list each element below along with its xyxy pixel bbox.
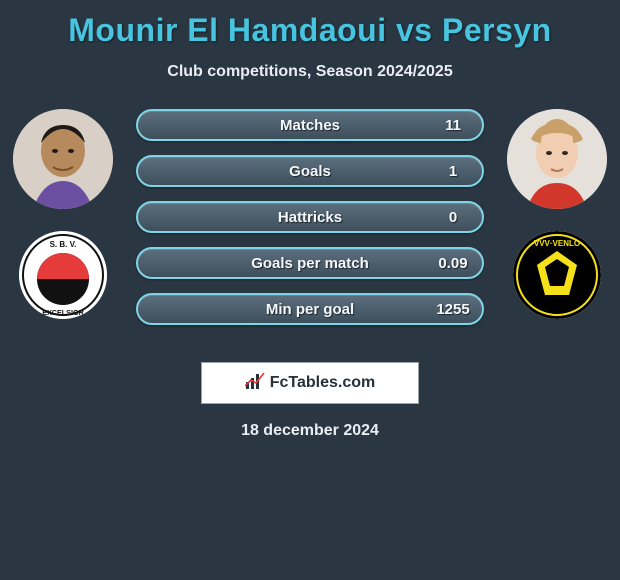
stat-row-goals: Goals 1 bbox=[136, 155, 484, 187]
stat-row-hattricks: Hattricks 0 bbox=[136, 201, 484, 233]
page-title: Mounir El Hamdaoui vs Persyn bbox=[0, 0, 620, 49]
stat-label: Min per goal bbox=[196, 301, 424, 318]
svg-text:S. B. V.: S. B. V. bbox=[50, 240, 77, 249]
brand-box[interactable]: FcTables.com bbox=[201, 362, 419, 404]
stat-row-gpm: Goals per match 0.09 bbox=[136, 247, 484, 279]
comparison-panel: S. B. V. EXCELSIOR bbox=[0, 109, 620, 344]
stat-right-value: 0.09 bbox=[424, 255, 482, 272]
stat-right-value: 1255 bbox=[424, 301, 482, 318]
player-right-avatar bbox=[507, 109, 607, 209]
svg-text:VVV·VENLO: VVV·VENLO bbox=[534, 239, 580, 248]
stat-row-mpg: Min per goal 1255 bbox=[136, 293, 484, 325]
chart-icon bbox=[245, 372, 265, 395]
stat-label: Matches bbox=[196, 117, 424, 134]
date-text: 18 december 2024 bbox=[0, 422, 620, 440]
club-left-badge: S. B. V. EXCELSIOR bbox=[19, 231, 107, 319]
stat-right-value: 11 bbox=[424, 117, 482, 134]
stat-label: Goals per match bbox=[196, 255, 424, 272]
stat-row-matches: Matches 11 bbox=[136, 109, 484, 141]
right-column: VVV·VENLO bbox=[502, 109, 612, 319]
stat-right-value: 0 bbox=[424, 209, 482, 226]
stat-bars: Matches 11 Goals 1 Hattricks 0 Goals per… bbox=[136, 109, 484, 325]
left-column: S. B. V. EXCELSIOR bbox=[8, 109, 118, 319]
stat-label: Hattricks bbox=[196, 209, 424, 226]
subtitle: Club competitions, Season 2024/2025 bbox=[0, 63, 620, 81]
stat-label: Goals bbox=[196, 163, 424, 180]
club-right-badge: VVV·VENLO bbox=[513, 231, 601, 319]
svg-text:EXCELSIOR: EXCELSIOR bbox=[42, 308, 84, 317]
player-left-avatar bbox=[13, 109, 113, 209]
brand-text: FcTables.com bbox=[270, 374, 376, 392]
stat-right-value: 1 bbox=[424, 163, 482, 180]
